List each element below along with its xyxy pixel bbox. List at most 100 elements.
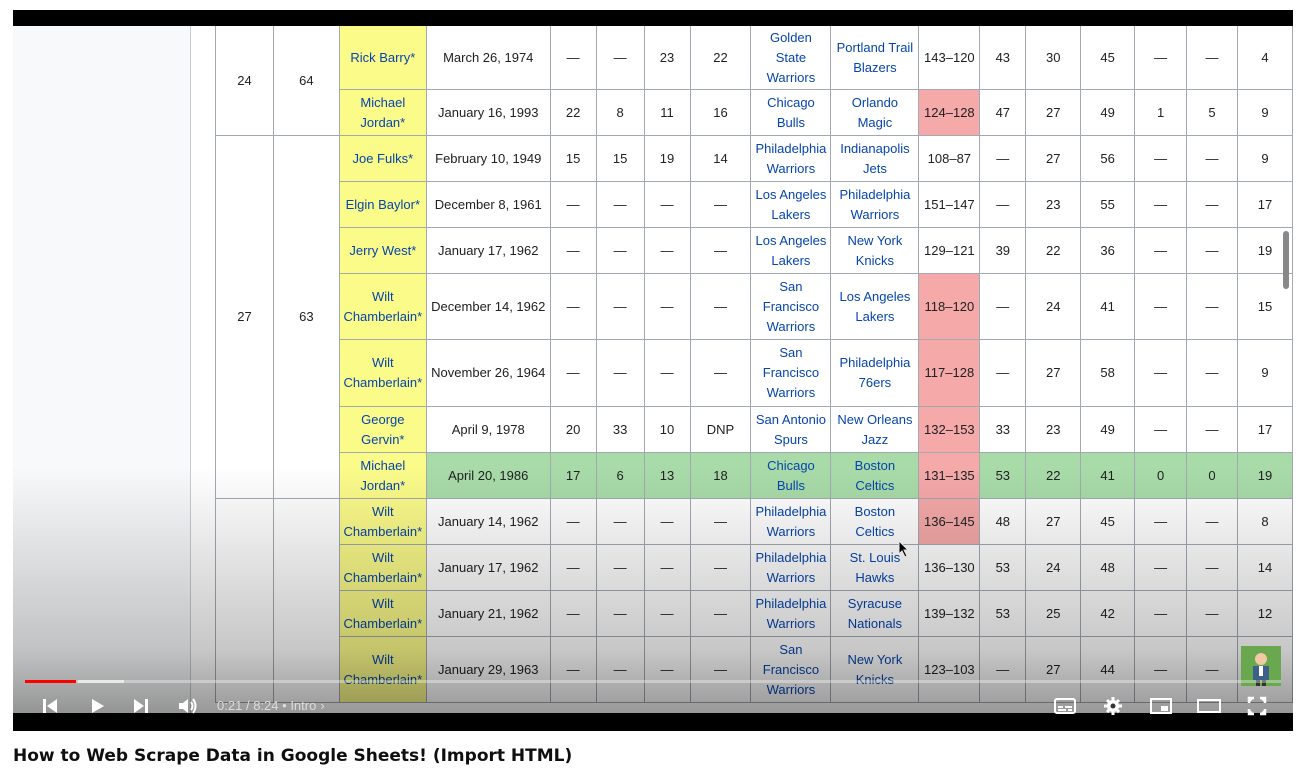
channel-watermark[interactable] <box>1241 646 1281 686</box>
team-cell[interactable]: Los Angeles Lakers <box>750 181 832 228</box>
page-scrollbar-thumb[interactable] <box>1283 231 1289 289</box>
rank-cell: 24 <box>215 26 274 136</box>
table-row: Wilt Chamberlain* November 26, 1964— — — — Sa… <box>216 339 1293 407</box>
theater-icon <box>1197 699 1221 713</box>
q1-cell: 20 <box>549 406 597 453</box>
miniplayer-button[interactable] <box>1146 694 1176 718</box>
col-c-cell: 17 <box>1236 406 1293 453</box>
page-left-margin <box>13 26 190 713</box>
score-cell: 118–120 <box>918 273 981 340</box>
team-cell[interactable]: San Francisco Warriors <box>750 273 832 340</box>
previous-icon <box>43 699 57 713</box>
opponent-cell[interactable]: Indianapolis Jets <box>830 135 920 182</box>
opponent-cell[interactable]: Portland Trail Blazers <box>830 26 920 90</box>
q4-cell: — <box>689 636 752 703</box>
opponent-cell[interactable]: Boston Celtics <box>830 452 920 499</box>
team-cell[interactable]: Golden State Warriors <box>750 26 832 90</box>
player-cell[interactable]: Wilt Chamberlain* <box>338 339 427 407</box>
settings-button[interactable] <box>1098 694 1128 718</box>
team-cell[interactable]: San Francisco Warriors <box>750 339 832 407</box>
play-button[interactable] <box>82 694 112 718</box>
player-cell[interactable]: Michael Jordan* <box>338 452 427 499</box>
team-cell[interactable]: Philadelphia Warriors <box>750 590 832 637</box>
pct-cell: 55 <box>1080 181 1136 228</box>
chapter-title[interactable]: Intro <box>290 698 317 713</box>
team-cell[interactable]: Philadelphia Warriors <box>750 544 832 591</box>
q4-cell: — <box>689 181 752 228</box>
table-row: Wilt Chamberlain* December 14, 1962— — — — Sa… <box>216 273 1293 340</box>
col-a-cell: — <box>1134 181 1188 228</box>
player-cell[interactable]: Wilt Chamberlain* <box>338 273 427 340</box>
team-cell[interactable]: San Francisco Warriors <box>750 636 832 703</box>
progress-bar[interactable] <box>25 680 1281 683</box>
volume-button[interactable] <box>173 694 203 718</box>
team-cell[interactable]: Chicago Bulls <box>750 452 832 499</box>
score-cell: 117–128 <box>918 339 981 407</box>
opponent-cell[interactable]: Philadelphia Warriors <box>830 181 920 228</box>
video-player[interactable]: 24 64 Rick Barry* March 26, 1974— —23 22 Golde… <box>13 10 1293 731</box>
score-cell: 151–147 <box>918 181 981 228</box>
opponent-cell[interactable]: New York Knicks <box>830 636 920 703</box>
avatar-icon <box>1241 646 1281 686</box>
team-cell[interactable]: Los Angeles Lakers <box>750 227 832 274</box>
date-cell: December 14, 1962 <box>425 273 551 340</box>
pct-cell: 48 <box>1080 544 1136 591</box>
player-cell[interactable]: Wilt Chamberlain* <box>338 590 427 637</box>
date-cell: February 10, 1949 <box>425 135 551 182</box>
col-a-cell: — <box>1134 498 1188 545</box>
player-cell[interactable]: Joe Fulks* <box>338 135 427 182</box>
opponent-cell[interactable]: St. Louis Hawks <box>830 544 920 591</box>
q2-cell: — <box>595 636 645 703</box>
team-cell[interactable]: Philadelphia Warriors <box>750 498 832 545</box>
table-row: Wilt Chamberlain* January 14, 1962— — — — Phi… <box>215 498 1293 703</box>
player-cell[interactable]: Wilt Chamberlain* <box>338 498 427 545</box>
team-cell[interactable]: Chicago Bulls <box>750 89 832 136</box>
col-b-cell: 0 <box>1186 452 1238 499</box>
chevron-right-icon[interactable]: › <box>320 698 325 713</box>
fga-cell: — <box>979 181 1027 228</box>
team-cell[interactable]: San Antonio Spurs <box>750 406 832 453</box>
fgm-cell: 22 <box>1025 452 1082 499</box>
opponent-cell[interactable]: Syracuse Nationals <box>830 590 920 637</box>
col-b-cell: — <box>1186 406 1238 453</box>
q2-cell: 33 <box>595 406 645 453</box>
q1-cell: — <box>549 636 597 703</box>
player-cell[interactable]: Rick Barry* <box>338 26 427 90</box>
subtitles-button[interactable] <box>1050 694 1080 718</box>
player-cell[interactable]: Jerry West* <box>338 227 427 274</box>
q3-cell: 11 <box>643 89 691 136</box>
opponent-cell[interactable]: Los Angeles Lakers <box>830 273 920 340</box>
table-row: Michael Jordan* April 20, 1986 17 6 13 18 Chic… <box>216 452 1293 499</box>
theater-button[interactable] <box>1194 694 1224 718</box>
team-cell[interactable]: Philadelphia Warriors <box>750 135 832 182</box>
table-row: 24 64 Rick Barry* March 26, 1974— —23 22 Golde… <box>215 26 1293 136</box>
col-c-cell: 8 <box>1236 498 1293 545</box>
player-cell[interactable]: George Gervin* <box>338 406 427 453</box>
opponent-cell[interactable]: New Orleans Jazz <box>830 406 920 453</box>
progress-played <box>25 680 77 683</box>
col-c-cell: 19 <box>1236 452 1293 499</box>
opponent-cell[interactable]: Boston Celtics <box>830 498 920 545</box>
video-frame: 24 64 Rick Barry* March 26, 1974— —23 22 Golde… <box>13 26 1293 713</box>
fgm-cell: 27 <box>1025 89 1082 136</box>
col-b-cell: — <box>1186 227 1238 274</box>
col-b-cell: — <box>1186 636 1238 703</box>
col-c-cell: 17 <box>1236 181 1293 228</box>
player-cell[interactable]: Wilt Chamberlain* <box>338 544 427 591</box>
player-cell[interactable]: Elgin Baylor* <box>338 181 427 228</box>
fgm-cell: 24 <box>1025 273 1082 340</box>
table-row: Michael Jordan* January 16, 1993 22 8 11 16 Ch… <box>216 89 1293 136</box>
fgm-cell: 25 <box>1025 590 1082 637</box>
player-cell[interactable]: Michael Jordan* <box>338 89 427 136</box>
previous-button[interactable] <box>35 694 65 718</box>
q2-cell: — <box>595 498 645 545</box>
opponent-cell[interactable]: Philadelphia 76ers <box>830 339 920 407</box>
fgm-cell: 22 <box>1025 227 1082 274</box>
fullscreen-button[interactable] <box>1242 694 1272 718</box>
fgm-cell: 27 <box>1025 339 1082 407</box>
opponent-cell[interactable]: New York Knicks <box>830 227 920 274</box>
opponent-cell[interactable]: Orlando Magic <box>830 89 920 136</box>
col-a-cell: — <box>1134 339 1188 407</box>
next-button[interactable] <box>126 694 156 718</box>
player-cell[interactable]: Wilt Chamberlain* <box>338 636 427 703</box>
